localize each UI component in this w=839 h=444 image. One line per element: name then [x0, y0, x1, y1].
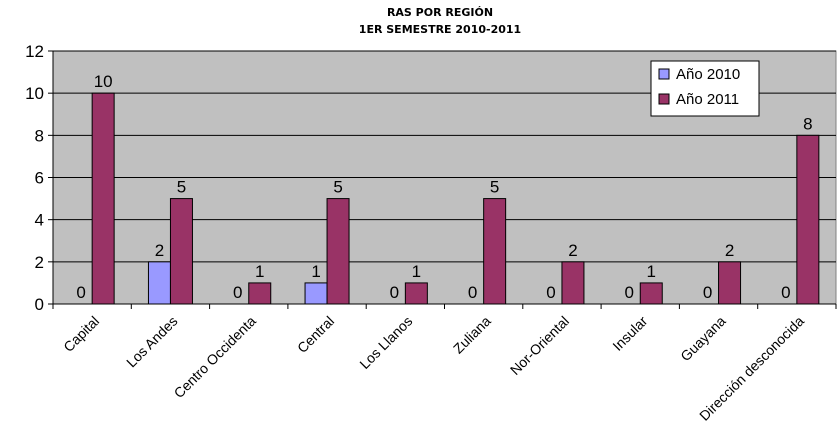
- data-label: 0: [233, 283, 242, 302]
- legend-swatch-2011: [658, 93, 670, 105]
- bar-año-2011-0: [91, 92, 115, 305]
- x-category-label: Guayana: [677, 313, 729, 365]
- legend-swatch-2010: [658, 68, 670, 80]
- x-category-label: Nor-Oriental: [507, 313, 572, 378]
- legend-label-2011: Año 2011: [676, 91, 739, 108]
- data-label: 0: [468, 283, 477, 302]
- y-tick-label: 8: [35, 126, 44, 145]
- data-label: 0: [625, 283, 634, 302]
- y-tick-label: 12: [25, 42, 44, 61]
- bar-año-2011-2: [248, 282, 272, 305]
- data-label: 1: [255, 262, 264, 281]
- x-category-label: Central: [294, 313, 337, 356]
- x-category-label: Insular: [609, 313, 650, 354]
- bar-año-2011-5: [483, 198, 507, 305]
- data-label: 5: [333, 178, 342, 197]
- data-label: 0: [76, 283, 85, 302]
- bar-año-2011-4: [404, 282, 428, 305]
- legend-label-2010: Año 2010: [676, 66, 740, 83]
- data-label: 5: [177, 178, 186, 197]
- x-category-label: Capital: [60, 313, 102, 355]
- data-label: 0: [390, 283, 399, 302]
- y-tick-label: 4: [35, 211, 44, 230]
- y-tick-label: 2: [35, 253, 44, 272]
- y-tick-label: 10: [25, 84, 44, 103]
- bar-año-2010-3: [304, 282, 328, 305]
- x-category-label: Los Llanos: [356, 313, 415, 372]
- y-tick-label: 0: [35, 295, 44, 314]
- data-label: 0: [546, 283, 555, 302]
- chart-title: RAS POR REGIÓN: [387, 6, 493, 19]
- y-tick-labels: 0 2 4 6 8 10 12: [25, 42, 44, 314]
- x-category-label: Los Andes: [123, 313, 181, 371]
- data-label: 2: [725, 241, 734, 260]
- bar-año-2010-1: [147, 261, 171, 305]
- data-label: 2: [568, 241, 577, 260]
- y-tick-label: 6: [35, 169, 44, 188]
- bar-año-2011-1: [169, 198, 193, 305]
- bar-año-2011-9: [796, 134, 820, 305]
- chart-subtitle: 1ER SEMESTRE 2010-2011: [359, 23, 521, 36]
- data-label: 0: [781, 283, 790, 302]
- x-category-label: Zuliana: [450, 313, 494, 357]
- data-label: 1: [412, 262, 421, 281]
- axes: [52, 51, 837, 309]
- data-label: 1: [647, 262, 656, 281]
- bar-año-2011-6: [561, 261, 585, 305]
- data-label: 8: [803, 114, 812, 133]
- data-label: 0: [703, 283, 712, 302]
- data-label: 2: [155, 241, 164, 260]
- data-label: 5: [490, 178, 499, 197]
- data-label: 1: [311, 262, 320, 281]
- data-label: 10: [94, 72, 113, 91]
- bar-año-2011-8: [718, 261, 742, 305]
- bar-año-2011-3: [326, 198, 350, 305]
- x-category-label: Centro Occidenta: [171, 313, 260, 402]
- legend: Año 2010 Año 2011: [650, 60, 760, 117]
- bars: [91, 92, 820, 305]
- bar-año-2011-7: [639, 282, 663, 305]
